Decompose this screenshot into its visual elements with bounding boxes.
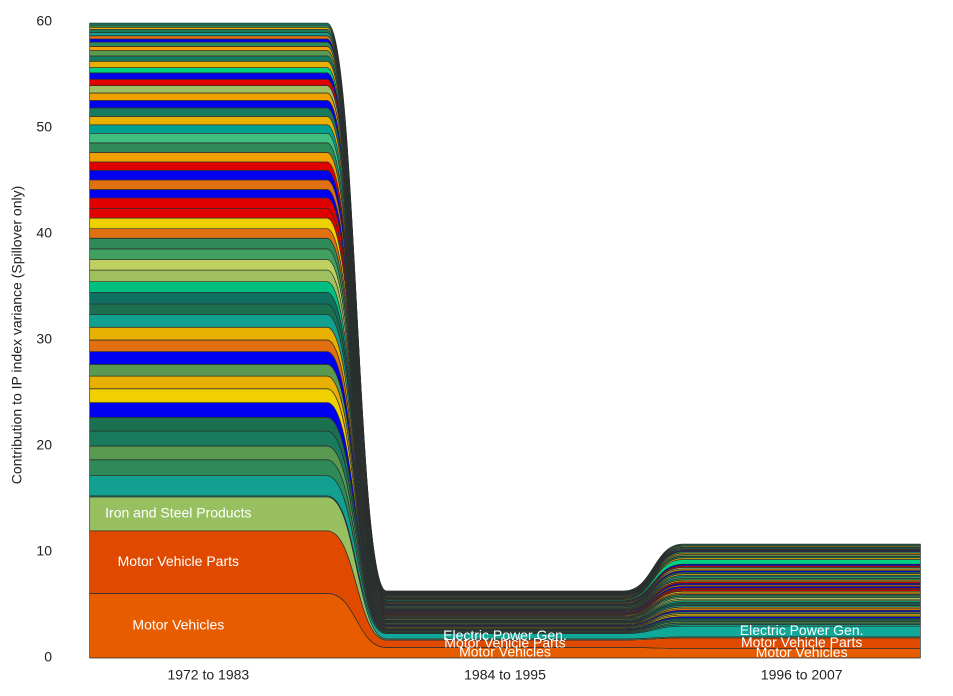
band-label: Motor Vehicles (132, 616, 224, 632)
band-label: Electric Power Gen. (443, 627, 567, 643)
band-label: Motor Vehicle Parts (444, 634, 565, 650)
y-tick-label: 30 (36, 331, 52, 347)
band-label: Iron and Steel Products (105, 505, 251, 521)
band (89, 22, 921, 592)
y-tick-label: 20 (36, 437, 52, 453)
y-tick-label: 40 (36, 225, 52, 241)
band-label: Motor Vehicle Parts (741, 634, 862, 650)
x-tick-label: 1996 to 2007 (761, 667, 843, 683)
y-axis-label: Contribution to IP index variance (Spill… (9, 186, 25, 485)
band-label: Motor Vehicles (756, 644, 848, 660)
y-tick-label: 60 (36, 13, 52, 29)
y-tick-label: 0 (44, 649, 52, 665)
x-tick-label: 1984 to 1995 (464, 667, 546, 683)
y-tick-label: 10 (36, 543, 52, 559)
x-tick-label: 1972 to 1983 (167, 667, 249, 683)
bands (89, 22, 921, 659)
y-tick-label: 50 (36, 119, 52, 135)
band-label: Motor Vehicles (459, 643, 551, 659)
band-label: Motor Vehicle Parts (118, 553, 239, 569)
band-label: Electric Power Gen. (740, 622, 864, 638)
